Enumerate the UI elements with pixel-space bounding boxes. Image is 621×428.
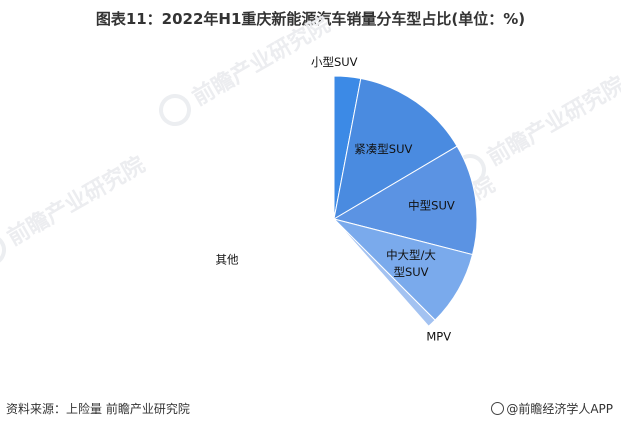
source-note: 资料来源：上险量 前瞻产业研究院: [6, 402, 190, 416]
slice-label-mpv: MPV: [426, 330, 451, 344]
pie-slice-mid-suv: [332, 145, 478, 256]
slice-label-other: 其他: [215, 252, 238, 266]
brand-credit: @前瞻经济学人APP: [491, 400, 613, 417]
pie-chart: 前瞻产业研究院 前瞻产业研究院 前瞻产业研究院 前瞻产业研究院 小型SUV紧凑型…: [0, 11, 621, 362]
watermark-text-4: 前瞻产业研究院: [3, 152, 149, 252]
pie-slice-mpv: [333, 218, 436, 327]
slice-label-compact-suv: 紧凑型SUV: [354, 142, 412, 156]
brand-text: @前瞻经济学人APP: [506, 402, 613, 416]
watermark-text-2: 前瞻产业研究院: [483, 72, 621, 172]
footer: 资料来源：上险量 前瞻产业研究院 @前瞻经济学人APP: [0, 398, 621, 420]
slice-label-mid-suv: 中型SUV: [408, 199, 455, 213]
pie-labels: 小型SUV 紧凑型SUV 中型SUV 中大型/大型SUV MPV 其他: [215, 55, 454, 343]
pie-slice-other: [190, 75, 429, 362]
pie-slice-compact-suv: [333, 77, 458, 220]
slice-label-large-suv: 中大型/大型SUV: [386, 248, 436, 279]
slice-label-small-suv: 小型SUV: [311, 55, 358, 69]
pie-slices: [190, 75, 478, 362]
chart-title: 图表11：2022年H1重庆新能源汽车销量分车型占比(单位：%): [95, 10, 526, 28]
brand-logo-icon: [491, 402, 505, 415]
